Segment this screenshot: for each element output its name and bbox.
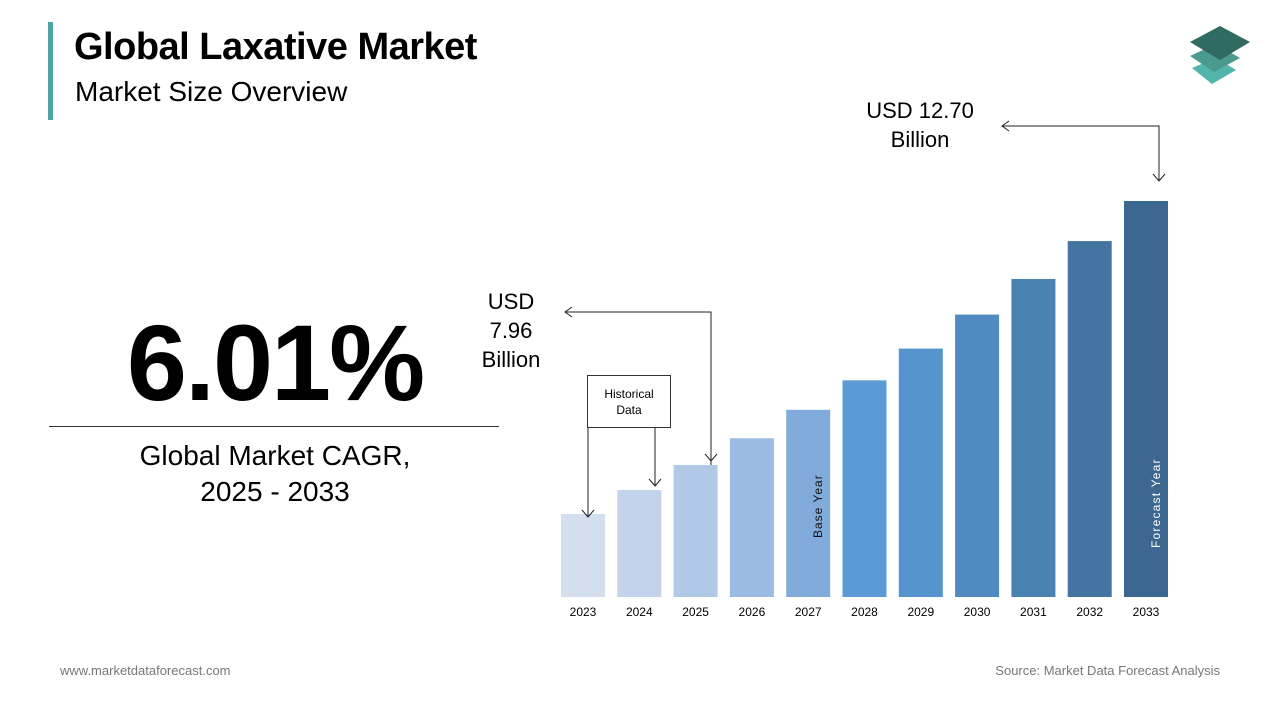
arrow-2025: [565, 311, 712, 465]
bar-2027: [786, 409, 831, 597]
cagr-label-line2: 2025 - 2033: [200, 476, 350, 507]
bar-2033: [1124, 200, 1168, 597]
page-title: Global Laxative Market: [74, 26, 477, 68]
historical-label-line1: Historical: [604, 386, 654, 401]
x-tick-label: 2032: [1076, 605, 1103, 619]
annotation-arrows: [564, 120, 1166, 518]
bar-2026: [729, 438, 774, 597]
x-tick-label: 2028: [851, 605, 878, 619]
divider: [49, 426, 499, 427]
x-tick-label: 2026: [739, 605, 766, 619]
annotation-start-line2: 7.96: [489, 318, 533, 343]
x-tick-label: 2025: [682, 605, 709, 619]
arrow-2033: [1002, 125, 1160, 180]
logo-icon: [1190, 26, 1250, 84]
footer-source: Source: Market Data Forecast Analysis: [995, 663, 1220, 678]
x-tick-label: 2024: [626, 605, 653, 619]
annotation-start-value: USD 7.96 Billion: [470, 287, 552, 374]
cagr-label-line1: Global Market CAGR,: [139, 440, 411, 471]
cagr-value: 6.01%: [126, 302, 425, 423]
x-tick-label: 2023: [570, 605, 597, 619]
x-tick-label: 2027: [795, 605, 822, 619]
historical-label-line2: Data: [616, 402, 642, 417]
annotation-end-line1: USD 12.70: [866, 98, 974, 123]
annotation-end-value: USD 12.70 Billion: [850, 96, 990, 154]
base-year-label: Base Year: [811, 474, 825, 538]
bar-2024: [617, 490, 662, 597]
bar-2025: [673, 464, 718, 597]
footer-website: www.marketdataforecast.com: [60, 663, 231, 678]
annotation-start-line3: Billion: [481, 347, 541, 372]
title-accent-bar: [48, 22, 53, 120]
bar-2029: [898, 348, 943, 597]
forecast-year-label: Forecast Year: [1149, 458, 1163, 548]
annotation-end-line2: Billion: [890, 127, 950, 152]
historical-data-box: Historical Data: [587, 375, 671, 428]
x-tick-label: 2030: [964, 605, 991, 619]
bar-2032: [1067, 241, 1112, 597]
x-tick-label: 2031: [1020, 605, 1047, 619]
page-subtitle: Market Size Overview: [75, 76, 348, 107]
bar-2023: [561, 514, 605, 597]
annotation-start-line1: USD: [487, 289, 535, 314]
bar-2030: [955, 314, 1000, 597]
bar-2031: [1011, 278, 1056, 597]
bar-2028: [842, 380, 887, 597]
x-tick-label: 2029: [907, 605, 934, 619]
x-tick-label: 2033: [1133, 605, 1160, 619]
cagr-label: Global Market CAGR, 2025 - 2033: [50, 438, 500, 510]
